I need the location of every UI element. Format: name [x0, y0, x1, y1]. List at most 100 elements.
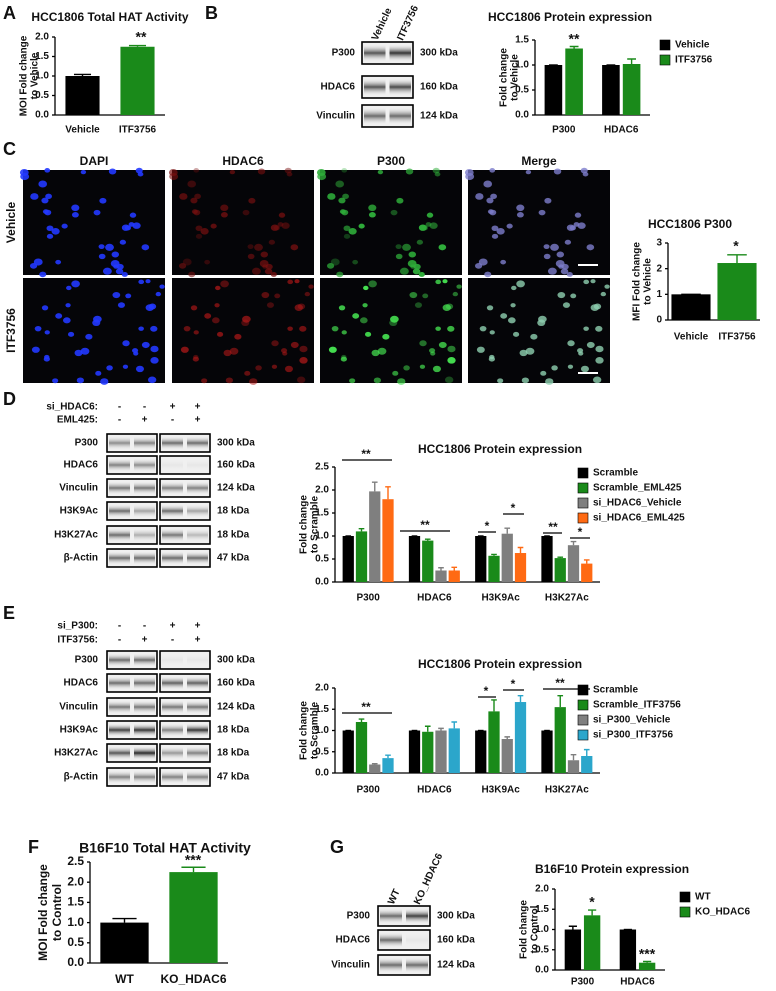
legend-label: si_HDAC6_EML425 — [593, 513, 685, 524]
nucleus — [368, 204, 377, 212]
y-tick-label: 0 — [656, 315, 662, 326]
nucleus — [335, 180, 345, 188]
nucleus — [260, 251, 269, 258]
nucleus — [447, 325, 455, 332]
protein-label: HDAC6 — [64, 460, 99, 471]
y-tick-label: 0.5 — [67, 935, 84, 949]
column-header: HDAC6 — [222, 154, 264, 168]
nucleus — [39, 271, 47, 278]
size-label: 124 kDa — [217, 483, 255, 494]
error-bar — [358, 718, 365, 722]
nucleus — [416, 239, 424, 245]
error-bar — [627, 58, 636, 64]
y-axis-label: MFI Fold change — [632, 242, 643, 321]
nucleus — [187, 180, 197, 188]
nucleus — [403, 365, 410, 371]
y-axis-label: MOI Fold change — [36, 864, 50, 961]
bar — [355, 531, 368, 582]
bar — [65, 76, 100, 115]
nucleus — [341, 330, 347, 335]
blot-band — [406, 957, 428, 973]
nucleus — [438, 244, 447, 251]
error-bar — [643, 960, 652, 963]
nucleus — [402, 243, 411, 251]
nucleus — [93, 209, 101, 216]
y-tick-label: 3 — [656, 238, 662, 249]
micrograph — [23, 278, 165, 383]
nucleus — [138, 326, 144, 331]
condition-label: si_P300: — [57, 621, 98, 632]
nucleus — [95, 370, 102, 376]
nucleus — [352, 313, 360, 319]
error-bar — [451, 566, 458, 571]
protein-label: Vinculin — [316, 111, 355, 122]
bar — [544, 65, 563, 115]
bar — [422, 731, 434, 773]
error-bar — [557, 694, 564, 708]
nucleus — [195, 233, 203, 239]
x-tick-label: ITF3756 — [718, 332, 756, 343]
nucleus — [122, 364, 129, 369]
y-tick-label: 1.0 — [67, 915, 84, 929]
size-label: 160 kDa — [437, 935, 475, 946]
nucleus — [214, 303, 220, 308]
nucleus — [569, 225, 576, 231]
nucleus — [553, 168, 562, 175]
nucleus — [33, 258, 43, 266]
error-bar — [181, 866, 206, 873]
nucleus — [506, 223, 513, 229]
blot-band — [162, 723, 183, 737]
y-tick-label: 0.0 — [315, 577, 329, 588]
bar — [622, 64, 641, 115]
nucleus — [545, 378, 554, 385]
nucleus — [364, 331, 372, 337]
nucleus — [121, 272, 128, 277]
legend-label: Scramble_EML425 — [593, 483, 682, 494]
x-tick-label: WT — [115, 972, 134, 986]
blot-band — [162, 436, 183, 450]
nucleus — [193, 209, 201, 216]
blot-band — [109, 676, 130, 690]
legend-swatch — [679, 906, 691, 918]
nucleus — [500, 259, 507, 265]
nucleus — [447, 345, 456, 353]
x-tick-label: P300 — [356, 593, 380, 604]
nucleus — [244, 370, 251, 376]
blot-band — [187, 746, 208, 760]
nucleus — [168, 169, 178, 177]
nucleus — [343, 233, 351, 239]
size-label: 124 kDa — [437, 960, 475, 971]
nucleus — [308, 284, 314, 289]
nucleus — [190, 197, 198, 204]
condition-sign: + — [195, 415, 201, 426]
bar — [475, 730, 487, 773]
micrograph — [320, 278, 462, 383]
y-tick-label: 0.5 — [35, 90, 49, 101]
nucleus — [519, 349, 528, 357]
blot-band — [134, 746, 155, 760]
nucleus — [44, 330, 50, 335]
blot-band — [406, 932, 428, 948]
nucleus — [255, 365, 262, 371]
bar — [408, 730, 421, 773]
nucleus — [478, 258, 488, 266]
nucleus — [296, 376, 306, 384]
nucleus — [85, 333, 93, 340]
blot-band — [406, 908, 428, 924]
nucleus — [577, 222, 586, 229]
bar — [475, 536, 487, 582]
condition-sign: - — [118, 621, 121, 632]
condition-sign: + — [170, 621, 176, 632]
significance: * — [511, 501, 516, 515]
nucleus — [570, 293, 577, 299]
blot-band — [109, 436, 130, 450]
blot-band — [187, 653, 208, 667]
significance: ** — [569, 31, 580, 47]
nucleus — [592, 376, 602, 384]
error-bar — [517, 694, 524, 703]
nucleus — [135, 365, 145, 373]
y-tick-label: 2.5 — [315, 462, 329, 473]
nucleus — [500, 313, 508, 319]
nucleus — [341, 168, 348, 173]
nucleus — [389, 319, 398, 327]
